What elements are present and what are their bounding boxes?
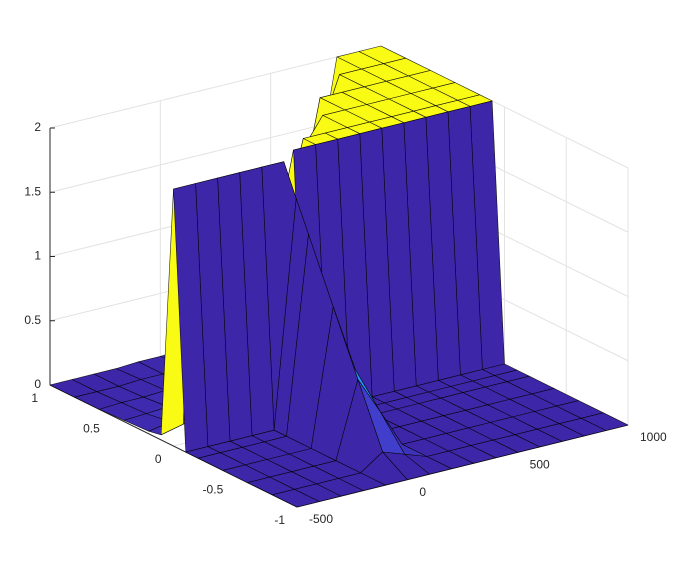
z-tick-label: 1 (34, 249, 41, 263)
x-tick-label: 500 (530, 458, 550, 472)
x-tick-label: 0 (419, 485, 426, 499)
y-tick-label: 0.5 (83, 422, 100, 436)
x-tick-label: 1000 (640, 430, 667, 444)
surface-face (271, 488, 320, 508)
z-tick-label: 0 (34, 377, 41, 391)
y-tick-label: 1 (31, 391, 38, 405)
y-tick-label: -0.5 (203, 483, 224, 497)
z-tick-label: 2 (34, 120, 41, 134)
x-tick-label: -500 (309, 512, 333, 526)
z-tick-label: 0.5 (24, 313, 41, 327)
z-tick-label: 1.5 (24, 184, 41, 198)
grid-line (49, 45, 382, 129)
y-tick-label: -1 (274, 513, 285, 527)
y-tick-label: 0 (155, 452, 162, 466)
